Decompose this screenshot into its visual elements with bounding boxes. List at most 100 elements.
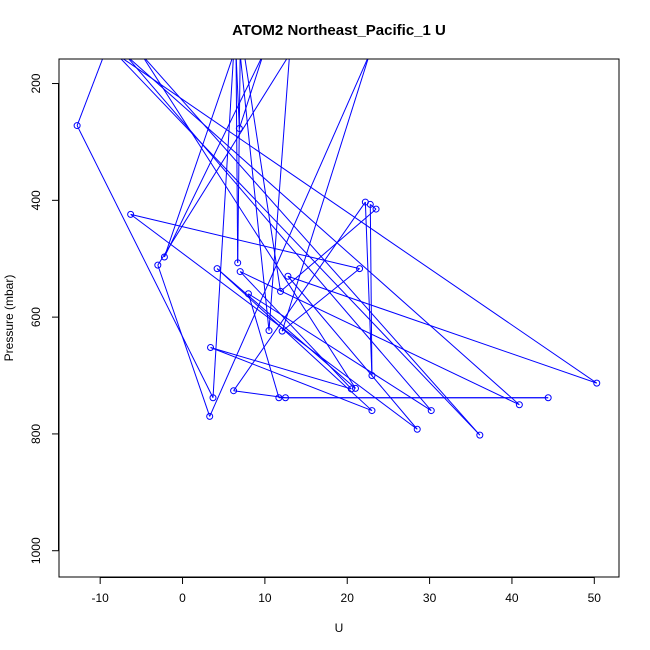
y-tick-label: 200: [29, 73, 43, 93]
series-line-segment: [144, 59, 481, 436]
series-line-segment: [128, 59, 432, 411]
x-tick-label: 50: [588, 591, 602, 605]
series-line-segment: [233, 201, 366, 391]
data-point: [277, 287, 285, 295]
data-point: [234, 259, 242, 267]
x-tick-label: 20: [341, 591, 355, 605]
series-line-segment: [76, 59, 104, 126]
series-line-segment: [244, 59, 282, 292]
series-line-segment: [163, 59, 233, 258]
data-point: [356, 265, 364, 273]
series-line-segment: [130, 213, 360, 270]
data-point: [241, 51, 247, 57]
series-line-segment: [240, 59, 270, 331]
data-point: [593, 379, 601, 387]
data-point: [101, 51, 107, 57]
x-tick-label: 0: [179, 591, 186, 605]
series-line-segment: [239, 271, 352, 390]
data-point: [230, 387, 238, 395]
plot-frame: [58, 58, 620, 578]
data-point: [413, 425, 421, 433]
x-axis: -10 0 10 20 30 40 50: [92, 577, 602, 605]
series-line-segment: [157, 59, 288, 266]
data-point: [114, 51, 120, 57]
series-line-segment: [369, 204, 377, 210]
series-line-segment: [268, 59, 290, 331]
series-line-segment: [287, 275, 418, 430]
y-tick-label: 800: [29, 424, 43, 444]
data-point: [73, 122, 81, 130]
data-point: [284, 272, 292, 280]
data-point: [160, 253, 168, 261]
series-line-segment: [239, 271, 520, 406]
series-line-segment: [281, 268, 360, 332]
series-line-segment: [237, 59, 241, 263]
x-tick-label: 10: [258, 591, 272, 605]
data-point: [281, 394, 289, 402]
series-line-segment: [157, 264, 211, 417]
data-point: [207, 343, 215, 351]
series-line-segment: [233, 390, 286, 399]
y-tick-label: 400: [29, 190, 43, 210]
series-line-segment: [280, 208, 377, 292]
data-point: [372, 205, 380, 213]
data-point: [237, 51, 243, 57]
x-axis-label: U: [335, 621, 344, 635]
series-line-segment: [122, 59, 598, 384]
x-tick-label: -10: [92, 591, 110, 605]
series-group: [73, 51, 601, 439]
data-point: [213, 265, 221, 273]
data-point: [351, 384, 359, 392]
data-point: [206, 412, 214, 420]
data-point: [235, 124, 243, 132]
series-line-segment: [281, 59, 369, 332]
series-line-segment: [235, 59, 239, 263]
data-point: [544, 394, 552, 402]
series-line-segment: [120, 59, 481, 436]
data-point: [154, 261, 162, 269]
chart-title: ATOM2 Northeast_Pacific_1 U: [232, 22, 446, 39]
series-line-segment: [212, 59, 234, 398]
data-point: [515, 401, 523, 409]
series-line-segment: [364, 202, 373, 376]
series-line-segment: [248, 293, 432, 411]
data-point: [347, 385, 355, 393]
data-layer: [73, 51, 601, 439]
data-point: [476, 431, 484, 439]
data-point: [138, 51, 144, 57]
data-point: [368, 372, 376, 380]
series-line-segment: [210, 347, 373, 412]
y-tick-label: 600: [29, 307, 43, 327]
y-axis: 200 400 600 800 1000: [29, 73, 59, 564]
data-point: [231, 51, 237, 57]
data-point: [275, 394, 283, 402]
data-point: [244, 290, 252, 298]
x-tick-label: 30: [423, 591, 437, 605]
series-line-segment: [210, 347, 352, 390]
data-point: [236, 268, 244, 276]
series-line-segment: [287, 275, 597, 384]
data-point: [278, 327, 286, 335]
data-point: [260, 51, 266, 57]
data-point: [366, 200, 374, 208]
series-line-segment: [76, 125, 214, 398]
data-point: [233, 51, 239, 57]
x-tick-label: 40: [505, 591, 519, 605]
data-point: [265, 327, 273, 335]
data-point: [366, 51, 372, 57]
data-point: [368, 407, 376, 415]
series-line-segment: [130, 213, 418, 430]
data-point: [127, 210, 135, 218]
series-line-segment: [369, 204, 373, 376]
y-tick-label: 1000: [29, 537, 43, 564]
series-line-segment: [247, 293, 280, 398]
series-line-segment: [143, 59, 356, 389]
data-point: [122, 51, 128, 57]
y-axis-label: Pressure (mbar): [2, 275, 16, 362]
data-point: [287, 51, 293, 57]
data-point: [427, 407, 435, 415]
data-point: [209, 394, 217, 402]
series-line-segment: [129, 59, 520, 406]
series-line-segment: [238, 59, 263, 129]
